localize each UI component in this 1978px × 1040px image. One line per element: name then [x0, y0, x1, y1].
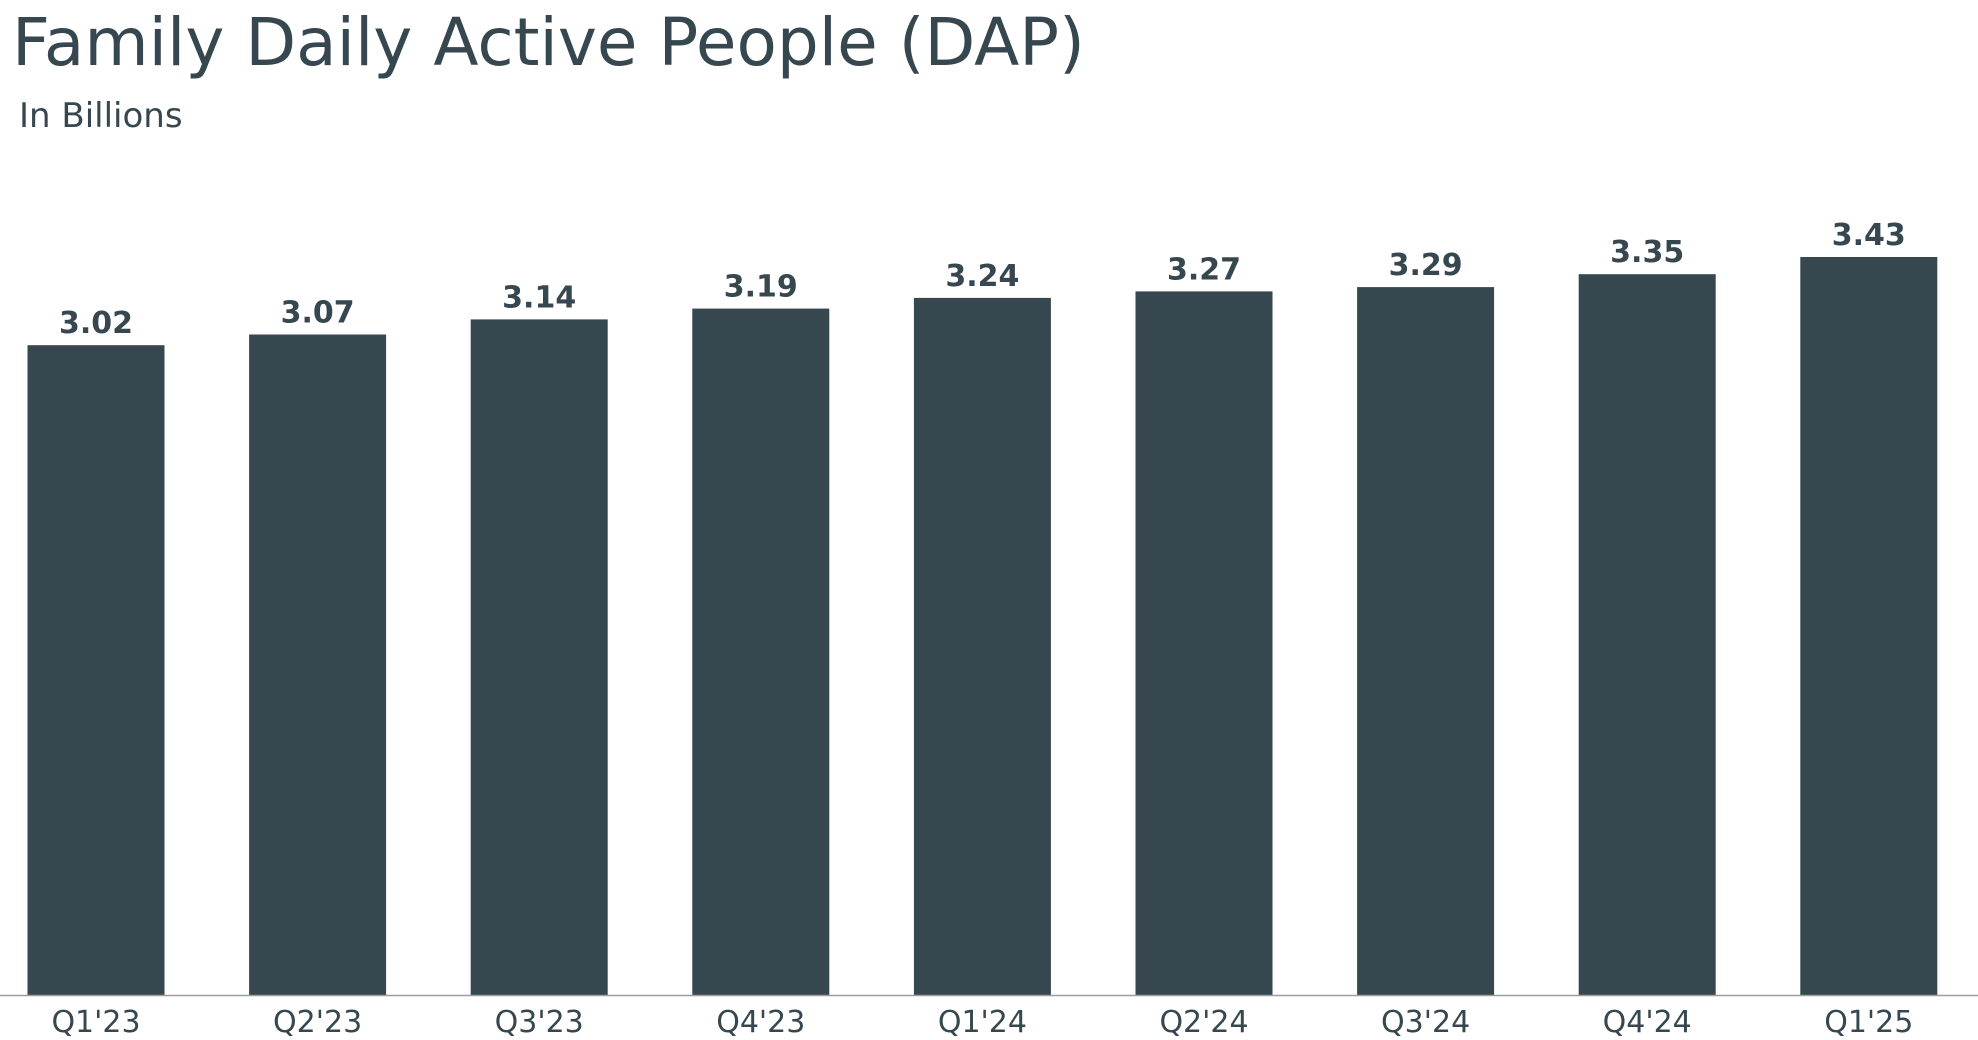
data-label-7: 3.35 [1610, 235, 1684, 270]
x-tick-label-3: Q4'23 [716, 1005, 805, 1040]
x-tick-label-8: Q1'25 [1824, 1005, 1913, 1040]
x-tick-label-7: Q4'24 [1603, 1005, 1692, 1040]
x-tick-label-2: Q3'23 [495, 1005, 584, 1040]
bar-8 [1800, 257, 1938, 995]
bar-7 [1578, 274, 1716, 995]
bar-6 [1357, 287, 1495, 996]
bar-2 [470, 319, 608, 995]
x-tick-label-1: Q2'23 [273, 1005, 362, 1040]
x-tick-label-6: Q3'24 [1381, 1005, 1470, 1040]
data-label-2: 3.14 [502, 280, 576, 315]
bar-4 [913, 297, 1051, 995]
bar-5 [1135, 291, 1273, 995]
data-label-0: 3.02 [59, 306, 133, 341]
data-label-5: 3.27 [1167, 252, 1241, 287]
bar-3 [692, 308, 830, 996]
data-label-8: 3.43 [1832, 218, 1906, 253]
data-label-3: 3.19 [724, 270, 798, 305]
chart-subtitle: In Billions [19, 96, 183, 136]
value-labels-group: 3.02 3.07 3.14 3.19 3.24 3.27 3.29 3.35 3.43 [59, 218, 1906, 341]
data-label-4: 3.24 [945, 259, 1019, 294]
x-tick-label-4: Q1'24 [938, 1005, 1027, 1040]
x-tick-labels-group: Q1'23 Q2'23 Q3'23 Q4'23 Q1'24 Q2'24 Q3'24 Q4'24… [51, 1005, 1913, 1040]
data-label-1: 3.07 [281, 296, 355, 331]
chart-title: Family Daily Active People (DAP) [12, 4, 1085, 81]
bars-group [27, 257, 1938, 996]
bar-1 [249, 334, 387, 995]
bar-0 [27, 345, 165, 995]
x-tick-label-0: Q1'23 [51, 1005, 140, 1040]
data-label-6: 3.29 [1389, 248, 1463, 283]
x-tick-label-5: Q2'24 [1159, 1005, 1248, 1040]
